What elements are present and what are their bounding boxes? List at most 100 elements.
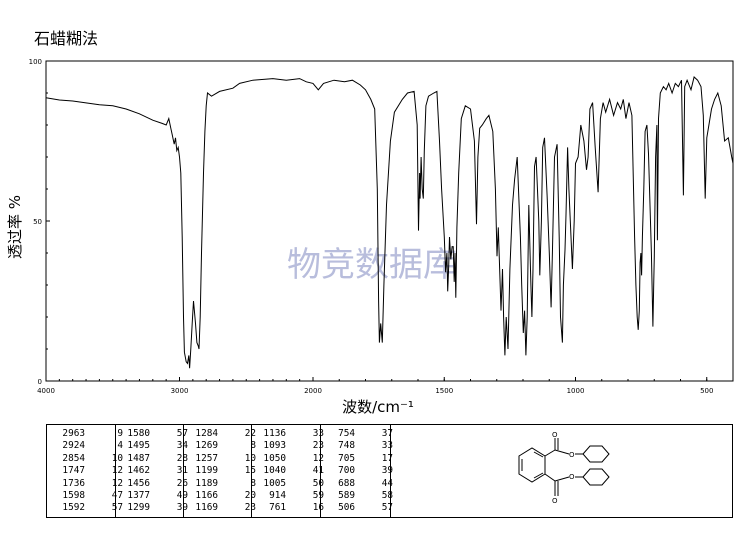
- wavenumber-cell: 506: [338, 502, 355, 514]
- table-row: 1592 57: [55, 502, 123, 514]
- wavenumber-cell: 761: [269, 502, 286, 514]
- transmittance-cell: 34: [176, 440, 188, 452]
- transmittance-cell: 39: [176, 502, 188, 514]
- table-row: 914 59: [256, 490, 324, 502]
- peak-table-column: 1580 57 1495 34 1487 28 1462 31 1456 26 1377 49 1299…: [120, 428, 188, 515]
- table-row: 761 16: [256, 502, 324, 514]
- molecule-structure: O O O O: [518, 431, 610, 505]
- wavenumber-cell: 1377: [127, 490, 150, 502]
- transmittance-cell: 26: [176, 477, 188, 489]
- transmittance-cell: 57: [111, 502, 123, 514]
- table-row: 700 39: [325, 465, 393, 477]
- wavenumber-cell: 1747: [62, 465, 85, 477]
- oxygen-atom: O: [569, 451, 575, 459]
- wavenumber-cell: 1580: [127, 428, 150, 439]
- table-divider: [251, 425, 252, 517]
- table-row: 1189 8: [188, 478, 256, 490]
- transmittance-cell: 59: [312, 490, 324, 502]
- phenyl-ring: [582, 468, 610, 486]
- transmittance-cell: 41: [312, 465, 324, 477]
- table-row: 1166 20: [188, 490, 256, 502]
- table-row: 1169 23: [188, 502, 256, 514]
- transmittance-cell: 50: [312, 477, 324, 489]
- table-row: 1462 31: [120, 465, 188, 477]
- spectrum-line: [45, 76, 734, 369]
- table-row: 1199 15: [188, 465, 256, 477]
- transmittance-cell: 57: [381, 502, 393, 514]
- oxygen-atom: O: [552, 431, 558, 439]
- axis-tick-labels: 4000 3000 2000 1500 1000 500 0 50 100: [29, 58, 714, 395]
- table-divider: [390, 425, 391, 517]
- wavenumber-cell: 1136: [263, 428, 286, 439]
- x-axis-label: 波数/cm⁻¹: [342, 398, 414, 416]
- x-tick-label: 3000: [171, 387, 189, 395]
- table-row: 506 57: [325, 502, 393, 514]
- wavenumber-cell: 688: [338, 477, 355, 489]
- wavenumber-cell: 1189: [195, 477, 218, 489]
- transmittance-cell: 49: [176, 490, 188, 502]
- table-row: 2924 4: [55, 440, 123, 452]
- table-row: 1050 12: [256, 453, 324, 465]
- x-tick-label: 1000: [567, 387, 585, 395]
- transmittance-cell: 23: [312, 440, 324, 452]
- y-axis-label: 透过率 %: [6, 195, 24, 259]
- transmittance-cell: 20: [244, 490, 256, 502]
- transmittance-cell: 12: [312, 452, 324, 464]
- wavenumber-cell: 1736: [62, 477, 85, 489]
- table-row: 754 37: [325, 428, 393, 440]
- wavenumber-cell: 2924: [62, 440, 85, 452]
- transmittance-cell: 28: [176, 452, 188, 464]
- phenyl-ring: [582, 445, 610, 463]
- transmittance-cell: 16: [312, 502, 324, 514]
- wavenumber-cell: 1495: [127, 440, 150, 452]
- wavenumber-cell: 2963: [62, 428, 85, 439]
- wavenumber-cell: 1093: [263, 440, 286, 452]
- x-tick-label: 500: [700, 387, 713, 395]
- transmittance-cell: 8: [250, 440, 256, 452]
- wavenumber-cell: 1269: [195, 440, 218, 452]
- table-row: 2963 9: [55, 428, 123, 440]
- wavenumber-cell: 2854: [62, 452, 85, 464]
- x-tick-label: 2000: [304, 387, 322, 395]
- wavenumber-cell: 754: [338, 428, 355, 439]
- table-row: 1580 57: [120, 428, 188, 440]
- table-row: 1495 34: [120, 440, 188, 452]
- wavenumber-cell: 589: [338, 490, 355, 502]
- oxygen-atom: O: [552, 497, 558, 505]
- y-tick-label: 100: [29, 58, 42, 66]
- transmittance-cell: 33: [312, 428, 324, 439]
- table-row: 1284 22: [188, 428, 256, 440]
- transmittance-cell: 47: [111, 490, 123, 502]
- wavenumber-cell: 748: [338, 440, 355, 452]
- table-divider: [183, 425, 184, 517]
- table-row: 1040 41: [256, 465, 324, 477]
- wavenumber-cell: 1257: [195, 452, 218, 464]
- transmittance-cell: 33: [381, 440, 393, 452]
- wavenumber-cell: 1284: [195, 428, 218, 439]
- transmittance-cell: 10: [244, 452, 256, 464]
- oxygen-atom: O: [569, 473, 575, 481]
- transmittance-cell: 4: [117, 440, 123, 452]
- table-row: 705 17: [325, 453, 393, 465]
- peak-table: 2963 9 2924 4 2854 10 1747 12 1736 12 1598 47 1592 57…: [46, 424, 733, 518]
- wavenumber-cell: 914: [269, 490, 286, 502]
- table-row: 1598 47: [55, 490, 123, 502]
- table-row: 1747 12: [55, 465, 123, 477]
- peak-table-column: 1284 22 1269 8 1257 10 1199 15 1189 8 1166 20 1169 23: [188, 428, 256, 515]
- wavenumber-cell: 1456: [127, 477, 150, 489]
- peak-table-column: 1136 33 1093 23 1050 12 1040 41 1005 50 914 59 761 16: [256, 428, 324, 515]
- table-row: 1736 12: [55, 478, 123, 490]
- transmittance-cell: 15: [244, 465, 256, 477]
- wavenumber-cell: 1199: [195, 465, 218, 477]
- wavenumber-cell: 1166: [195, 490, 218, 502]
- transmittance-cell: 12: [111, 465, 123, 477]
- x-tick-label: 4000: [37, 387, 55, 395]
- transmittance-cell: 12: [111, 477, 123, 489]
- table-divider: [115, 425, 116, 517]
- table-row: 1257 10: [188, 453, 256, 465]
- peak-table-column: 2963 9 2924 4 2854 10 1747 12 1736 12 1598 47 1592 57: [55, 428, 123, 515]
- table-row: 748 33: [325, 440, 393, 452]
- peak-table-column: 754 37 748 33 705 17 700 39 688 44 589 58 506 57: [325, 428, 393, 515]
- wavenumber-cell: 1299: [127, 502, 150, 514]
